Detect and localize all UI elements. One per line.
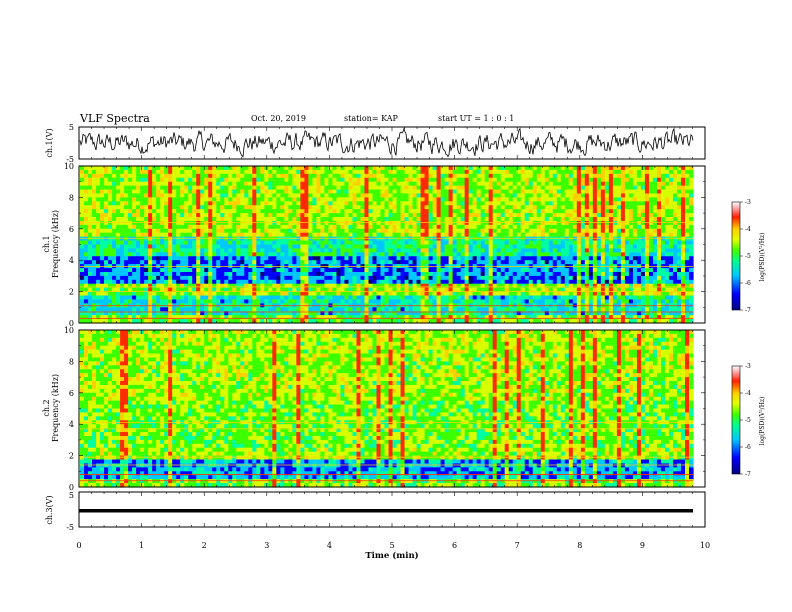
ch3-voltage-series [79, 509, 693, 513]
colorbar-tick-label--4: -4 [745, 390, 751, 397]
colorbar-tick-label--3: -3 [745, 199, 751, 206]
ch3-voltage-ylabel: ch.3(V) [45, 495, 54, 524]
ch2-colorbar-label: log(PSD)(V²/Hz) [759, 397, 766, 446]
colorbar-tick-label--7: -7 [745, 307, 751, 314]
freq-tick-label-2: 2 [69, 288, 74, 297]
ch1-voltage-xticks [78, 127, 706, 159]
colorbar-tick-label--4: -4 [745, 226, 751, 233]
ch1-colorbar-label: log(PSD)(V²/Hz) [759, 233, 766, 282]
ch2-colorbar: -3 -4 -5 -6 -7 log(PSD)(V²/Hz) [731, 363, 766, 478]
ch2-frequency-yticks: 0 2 4 6 8 10 [64, 326, 705, 492]
colorbar-tick-label--3: -3 [745, 363, 751, 370]
time-tick-label-6: 6 [452, 541, 457, 550]
ch1-spectrogram-xticks [78, 166, 706, 323]
time-axis-tick-labels: 0 1 2 3 4 5 6 7 8 9 10 [76, 541, 710, 550]
ch2-spectrogram-ylabel-frequency: Frequency (kHz) [51, 374, 60, 442]
freq-tick-label-10: 10 [64, 326, 74, 335]
time-axis-label: Time (min) [365, 550, 418, 561]
colorbar-tick-label--5: -5 [745, 253, 751, 260]
time-tick-label-9: 9 [640, 541, 645, 550]
time-tick-label-0: 0 [76, 541, 81, 550]
start-time-label: start UT = 1 : 0 : 1 [438, 114, 515, 123]
ch2-spectrogram-xticks [78, 330, 706, 487]
ch1-spectrogram-image [80, 166, 694, 324]
freq-tick-label-0: 0 [69, 319, 74, 328]
ch2-spectrogram-ylabel-channel: ch.2 [42, 399, 51, 416]
ch3-ytick-top: 5 [69, 491, 74, 500]
ch1-ytick-bottom: -5 [66, 155, 74, 164]
time-tick-label-1: 1 [139, 541, 144, 550]
ch1-spectrogram-panel: 0 2 4 6 8 10 ch.1 Frequency (kHz) -3 -4 -5 -6 -7 … [42, 162, 766, 328]
ch1-colorbar: -3 -4 -5 -6 -7 log(PSD)(V²/Hz) [731, 199, 766, 314]
freq-tick-label-8: 8 [69, 357, 74, 366]
time-tick-label-8: 8 [577, 541, 582, 550]
time-tick-label-2: 2 [202, 541, 207, 550]
time-tick-label-5: 5 [389, 541, 394, 550]
ch2-spectrogram-image [80, 330, 694, 488]
colorbar-tick-label--6: -6 [745, 280, 751, 287]
freq-tick-label-10: 10 [64, 162, 74, 171]
freq-tick-label-0: 0 [69, 483, 74, 492]
ch1-voltage-ylabel: ch.1(V) [45, 128, 54, 157]
ch1-ytick-top: 5 [69, 123, 74, 132]
time-tick-label-10: 10 [700, 541, 710, 550]
freq-tick-label-2: 2 [69, 452, 74, 461]
freq-tick-label-8: 8 [69, 193, 74, 202]
time-tick-label-3: 3 [264, 541, 269, 550]
colorbar-tick-label--5: -5 [745, 417, 751, 424]
ch3-ytick-bottom: -5 [66, 523, 74, 532]
freq-tick-label-4: 4 [69, 256, 74, 265]
ch1-voltage-panel: 5 -5 ch.1(V) [45, 123, 706, 164]
time-tick-label-7: 7 [515, 541, 520, 550]
colorbar-tick-label--6: -6 [745, 444, 751, 451]
date-label: Oct. 20, 2019 [251, 114, 306, 123]
ch3-voltage-xticks [78, 492, 706, 527]
ch3-voltage-panel: 5 -5 ch.3(V) 0 1 2 3 4 5 6 7 8 9 10 Time (min) [45, 491, 710, 561]
freq-tick-label-4: 4 [69, 420, 74, 429]
ch2-spectrogram-panel: 0 2 4 6 8 10 ch.2 Frequency (kHz) -3 -4 -5 -6 -7 … [42, 326, 766, 492]
ch1-spectrogram-ylabel-frequency: Frequency (kHz) [51, 210, 60, 278]
ch1-voltage-series [79, 127, 694, 158]
ch1-spectrogram-ylabel-channel: ch.1 [42, 235, 51, 252]
freq-tick-label-6: 6 [69, 389, 74, 398]
figure-title: VLF Spectra [80, 112, 150, 125]
colorbar-tick-label--7: -7 [745, 471, 751, 478]
station-label: station= KAP [344, 114, 398, 123]
freq-tick-label-6: 6 [69, 225, 74, 234]
time-tick-label-4: 4 [327, 541, 332, 550]
ch1-frequency-yticks: 0 2 4 6 8 10 [64, 162, 705, 328]
